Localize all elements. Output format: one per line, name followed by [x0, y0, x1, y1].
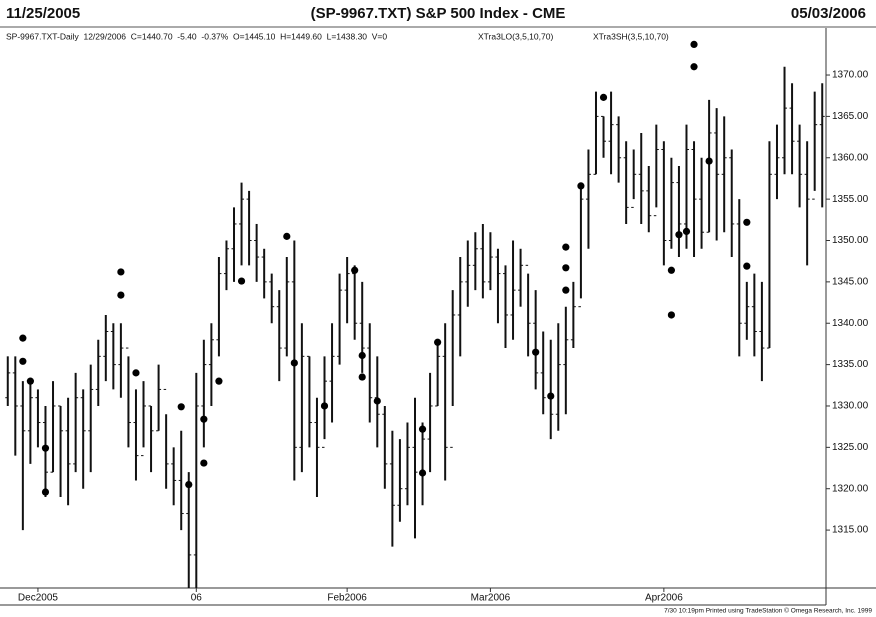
indicator-dot: [185, 480, 193, 489]
plot-area: [5, 40, 825, 588]
indicator-dot: [358, 351, 366, 360]
indicator-dot: [690, 63, 698, 71]
indicator-dot: [562, 264, 570, 272]
indicator-dot: [682, 227, 691, 235]
y-tick-label: 1355.00: [832, 194, 869, 205]
indicator-dot: [19, 357, 27, 365]
indicator-dot: [290, 359, 298, 367]
indicator-dot: [599, 93, 608, 101]
y-tick-label: 1330.00: [832, 401, 869, 412]
indicator-dot: [705, 157, 713, 165]
y-tick-label: 1370.00: [832, 70, 869, 81]
indicator-dot: [26, 377, 34, 385]
indicator-dot: [215, 377, 223, 385]
indicator-dot: [177, 403, 185, 411]
x-tick-label: 06: [191, 593, 203, 604]
indicator-dot: [358, 373, 366, 381]
indicator-dot: [41, 488, 50, 496]
y-tick-label: 1345.00: [832, 277, 869, 288]
x-tick-label: Dec2005: [18, 593, 58, 604]
indicator-dot: [41, 444, 50, 452]
y-tick-label: 1315.00: [832, 525, 869, 536]
x-tick-label: Apr2006: [645, 593, 683, 604]
y-tick-label: 1335.00: [832, 359, 869, 370]
info-line: SP-9967.TXT-Daily 12/29/2006 C=1440.70 -…: [6, 31, 387, 41]
indicator-dot: [418, 425, 427, 433]
indicator-dot: [743, 262, 751, 270]
indicator-dot: [117, 268, 125, 276]
indicator-dot: [117, 291, 125, 299]
y-tick-label: 1325.00: [832, 442, 869, 453]
indicator-dot: [200, 459, 208, 467]
indicator-dot: [675, 231, 683, 239]
indicator-dot: [532, 348, 540, 356]
indicator-name: XTra3SH(3,5,10,70): [593, 31, 669, 41]
y-tick-label: 1320.00: [832, 483, 869, 494]
indicator-dot: [19, 334, 27, 342]
start-date: 11/25/2005: [6, 5, 80, 22]
indicator-dot: [577, 182, 585, 190]
indicator-dot: [373, 397, 381, 405]
y-tick-label: 1350.00: [832, 235, 869, 246]
indicator-dot: [283, 232, 291, 240]
y-tick-label: 1340.00: [832, 318, 869, 329]
indicator-dot: [562, 243, 570, 251]
indicator-dot: [562, 286, 570, 294]
y-tick-label: 1360.00: [832, 152, 869, 163]
indicator-dot: [667, 311, 676, 319]
chart-title: (SP-9967.TXT) S&P 500 Index - CME: [311, 5, 566, 22]
indicator-dot: [547, 392, 555, 400]
indicator-dot: [667, 266, 676, 274]
indicator-dot: [200, 415, 208, 423]
x-tick-label: Feb2006: [327, 593, 367, 604]
indicator-dot: [237, 277, 246, 285]
footer: 7/30 10:19pm Printed using TradeStation …: [664, 607, 872, 615]
x-tick-label: Mar2006: [471, 593, 511, 604]
indicator-dot: [418, 469, 427, 477]
end-date: 05/03/2006: [791, 5, 866, 22]
indicator-dot: [320, 402, 329, 410]
indicator-name: XTra3LO(3,5,10,70): [478, 31, 553, 41]
indicator-dot: [434, 338, 442, 346]
y-tick-label: 1365.00: [832, 111, 869, 122]
indicator-dot: [743, 218, 751, 226]
indicator-dot: [690, 40, 698, 49]
indicator-dot: [351, 266, 359, 274]
indicator-dot: [132, 369, 140, 377]
